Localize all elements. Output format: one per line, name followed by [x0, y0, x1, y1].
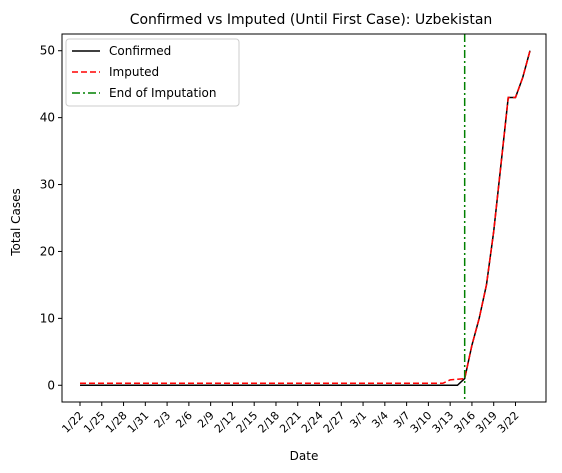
x-tick-label: 3/19: [473, 409, 500, 436]
plot-frame: [61, 33, 547, 403]
x-tick-label: 1/28: [103, 409, 130, 436]
y-axis-label: Total Cases: [9, 188, 23, 256]
series-line-imputed: [80, 50, 531, 385]
x-tick-label: 2/15: [234, 409, 261, 436]
x-axis: 1/221/251/281/31 2/3 2/6 2/92/122/152/182/2…: [59, 402, 522, 436]
x-tick-label: 2/3: [152, 409, 174, 431]
x-axis-label: Date: [290, 449, 319, 463]
y-axis: 0 10 20 30 40 50: [40, 44, 62, 392]
x-tick-label: 1/31: [125, 409, 152, 436]
x-tick-label: 2/27: [321, 409, 348, 436]
x-tick-label: 2/24: [299, 409, 326, 436]
y-tick-label: 0: [47, 378, 55, 392]
series-line-confirmed: [80, 50, 531, 387]
y-tick-label: 50: [40, 44, 55, 58]
y-tick-label: 40: [40, 111, 55, 125]
x-tick-label: 3/16: [451, 409, 478, 436]
x-tick-label: 2/12: [212, 409, 239, 436]
legend-label: Confirmed: [109, 44, 171, 58]
x-tick-label: 2/6: [173, 409, 195, 431]
legend: Confirmed Imputed End of Imputation: [65, 38, 240, 107]
chart-title: Confirmed vs Imputed (Until First Case):…: [130, 12, 493, 28]
x-tick-label: 3/4: [369, 409, 391, 431]
y-tick-label: 30: [40, 178, 55, 192]
plot-area: [80, 34, 531, 402]
x-tick-label: 1/25: [81, 409, 108, 436]
legend-box: [65, 38, 240, 107]
y-tick-label: 10: [40, 311, 55, 325]
x-tick-label: 3/1: [347, 409, 369, 431]
x-tick-label: 3/10: [408, 409, 435, 436]
y-tick-label: 20: [40, 244, 55, 258]
x-tick-label: 2/21: [277, 409, 304, 436]
x-tick-label: 3/13: [430, 409, 457, 436]
x-tick-label: 1/22: [59, 409, 86, 436]
legend-label: Imputed: [109, 65, 159, 79]
x-tick-label: 2/18: [255, 409, 282, 436]
legend-label: End of Imputation: [109, 86, 217, 100]
x-tick-label: 3/22: [495, 409, 522, 436]
